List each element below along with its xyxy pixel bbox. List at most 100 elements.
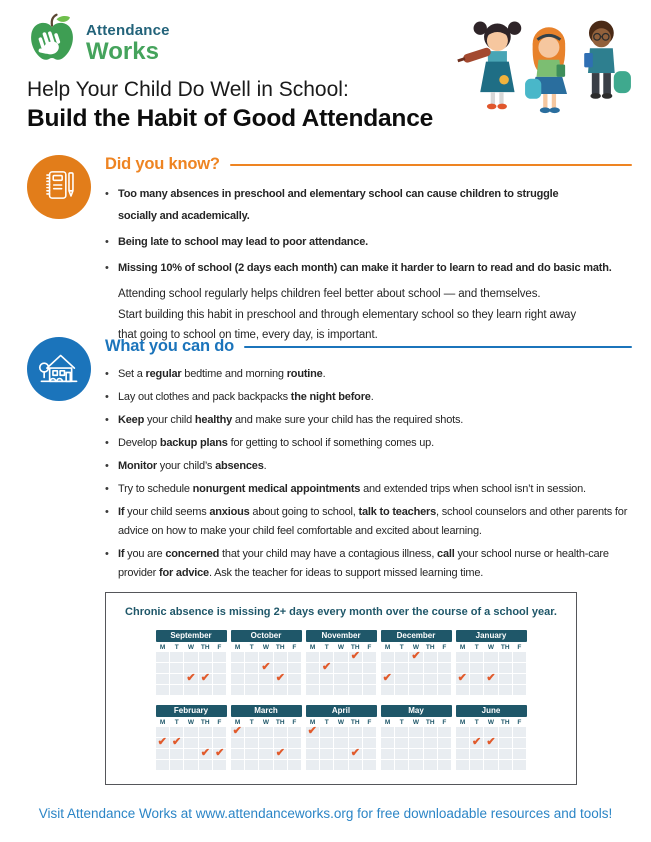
day-cell: [423, 760, 438, 770]
day-label: M: [384, 644, 391, 651]
day-cell: [455, 685, 469, 695]
day-label: TH: [350, 719, 360, 726]
paragraph-line: Attending school regularly helps childre…: [118, 288, 541, 300]
absence-check-icon: ✔: [321, 661, 332, 673]
did-you-know-heading: Did you know?: [105, 155, 220, 173]
bullet-item: • If your child seems anxious about going…: [105, 503, 640, 541]
day-label: F: [442, 644, 447, 651]
absence-check-icon: ✔: [186, 672, 196, 684]
month-name: April: [305, 705, 377, 717]
bullet-text: Try to schedule nonurgent medical appoin…: [118, 483, 586, 495]
day-label: TH: [350, 644, 360, 651]
day-label: M: [384, 719, 391, 726]
absence-check-icon: ✔: [411, 650, 421, 662]
day-labels: M T W TH F: [456, 642, 527, 652]
day-label: T: [249, 719, 254, 726]
absence-check-icon: ✔: [215, 747, 225, 759]
bullet-text: Too many absences in preschool and eleme…: [118, 188, 559, 222]
absence-check-icon: ✔: [486, 736, 496, 748]
bullet-text: Monitor your child’s absences.: [118, 460, 267, 472]
day-cell: [273, 738, 288, 748]
day-cell: [455, 738, 469, 748]
day-cell: [259, 738, 273, 748]
day-cell: [169, 749, 184, 759]
did-you-know-icon-badge: [27, 155, 91, 219]
day-cell: [513, 727, 527, 737]
absence-check-icon: ✔: [157, 736, 167, 748]
day-cell: [513, 674, 527, 684]
bullet-item: • Missing 10% of school (2 days each mont…: [105, 257, 640, 279]
day-cell: [469, 749, 484, 759]
logo-word-attendance: Attendance: [86, 22, 170, 39]
day-cell: [273, 727, 288, 737]
day-cell: [305, 685, 319, 695]
day-cell: ✔: [455, 672, 469, 684]
day-label: M: [459, 719, 466, 726]
day-cell: [288, 674, 302, 684]
day-cell: [348, 685, 363, 695]
day-cell: [305, 749, 319, 759]
day-label: F: [292, 719, 297, 726]
day-cell: [334, 749, 348, 759]
day-cell: [438, 738, 452, 748]
day-cell: [423, 652, 438, 662]
day-labels: M T W TH F: [156, 642, 227, 652]
day-cell: [184, 652, 198, 662]
day-cell: [155, 674, 169, 684]
day-cell: [198, 727, 213, 737]
bullet-item: • Set a regular bedtime and morning routi…: [105, 365, 640, 384]
day-cell: [484, 685, 498, 695]
section-did-you-know: Did you know? • Too many absences in pres…: [105, 155, 640, 346]
day-cell: [438, 652, 452, 662]
day-cell: [409, 727, 423, 737]
day-cell: [363, 674, 377, 684]
absence-check-icon: ✔: [457, 672, 467, 684]
day-cell: [184, 749, 198, 759]
day-cell: [288, 727, 302, 737]
logo-wordmark: Attendance Works: [86, 12, 170, 64]
day-cell: [469, 685, 484, 695]
day-cell: ✔: [469, 736, 484, 748]
paragraph-line: that going to school on time, every day,…: [118, 329, 378, 341]
day-cell: [484, 663, 498, 673]
day-cell: [498, 727, 513, 737]
day-cell: ✔: [305, 725, 319, 737]
day-cell: [363, 727, 377, 737]
section-what-you-can-do: What you can do • Set a regular bedtime a…: [105, 337, 640, 587]
day-cell: ✔: [348, 650, 363, 662]
bullet-marker: •: [105, 483, 109, 495]
day-cell: [394, 663, 409, 673]
day-cell: [169, 652, 184, 662]
day-label: W: [412, 719, 420, 726]
day-label: T: [324, 644, 329, 651]
day-cell: [244, 685, 259, 695]
day-cell: ✔: [184, 672, 198, 684]
bullet-text: Missing 10% of school (2 days each month…: [118, 262, 612, 274]
three-children-illustration: [452, 12, 642, 141]
day-labels: M T W TH F: [381, 642, 452, 652]
day-label: TH: [200, 719, 210, 726]
bullet-marker: •: [105, 414, 109, 426]
day-cell: [319, 738, 334, 748]
day-cell: [244, 760, 259, 770]
day-cell: [409, 738, 423, 748]
day-cell: [334, 663, 348, 673]
paragraph-line: Start building this habit in preschool a…: [118, 308, 577, 321]
bullet-item: • Try to schedule nonurgent medical appoi…: [105, 480, 640, 499]
what-you-can-do-heading: What you can do: [105, 337, 235, 355]
day-cell: [184, 685, 198, 695]
day-cell: ✔: [409, 650, 423, 662]
day-label: F: [217, 644, 222, 651]
day-cell: [484, 652, 498, 662]
day-cell: [363, 652, 377, 662]
day-label: M: [159, 719, 166, 726]
day-cell: [438, 749, 452, 759]
day-cell: [184, 760, 198, 770]
month-name: March: [230, 705, 302, 717]
bullet-item: • Being late to school may lead to poor a…: [105, 231, 640, 253]
day-cell: [498, 685, 513, 695]
day-cell: [169, 760, 184, 770]
absence-check-icon: ✔: [275, 747, 285, 759]
day-cell: ✔: [198, 672, 213, 684]
day-label: TH: [200, 644, 210, 651]
